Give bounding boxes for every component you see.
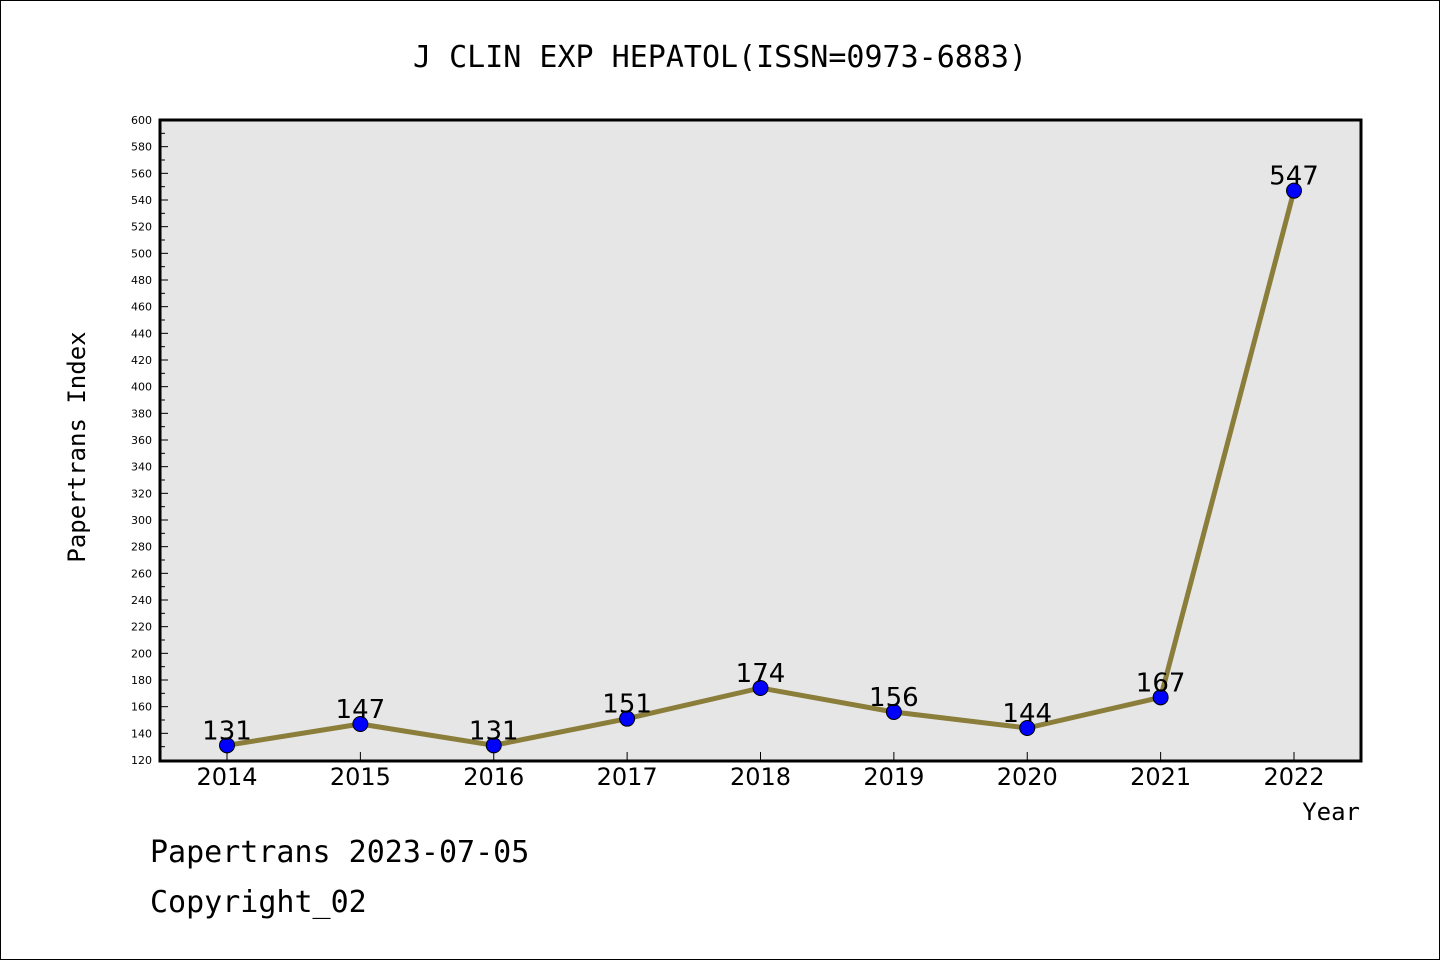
y-tick-label: 260 xyxy=(131,567,152,580)
y-tick-label: 500 xyxy=(131,247,152,260)
x-axis-label: Year xyxy=(1302,798,1360,826)
x-tick-label: 2022 xyxy=(1263,763,1324,791)
y-tick-label: 360 xyxy=(131,434,152,447)
y-tick-label: 460 xyxy=(131,301,152,314)
data-point xyxy=(1152,689,1169,706)
y-axis: 120 140 160 180 200 220 240 260 280 300 320 340 360 3… xyxy=(131,114,168,767)
y-tick-label: 520 xyxy=(131,221,152,234)
y-tick-label: 140 xyxy=(131,727,152,740)
y-tick-label: 480 xyxy=(131,274,152,287)
series-markers xyxy=(219,182,1302,754)
footer-copyright: Copyright_02 xyxy=(150,885,367,920)
data-point xyxy=(485,737,502,754)
y-tick-label: 560 xyxy=(131,167,152,180)
data-label: 174 xyxy=(736,659,786,689)
x-tick-label: 2019 xyxy=(863,763,924,791)
y-tick-label: 180 xyxy=(131,674,152,687)
y-tick-label: 320 xyxy=(131,487,152,500)
data-point xyxy=(619,710,636,727)
x-tick-label: 2017 xyxy=(597,763,658,791)
x-axis: 2014 2015 2016 2017 2018 2019 2020 2021 2022 xyxy=(196,752,1325,791)
x-tick-label: 2020 xyxy=(997,763,1058,791)
y-tick-label: 220 xyxy=(131,621,152,634)
data-point xyxy=(1019,720,1036,736)
data-label: 156 xyxy=(869,683,919,713)
footer-date: Papertrans 2023-07-05 xyxy=(150,835,530,870)
x-tick-label: 2018 xyxy=(730,763,791,791)
y-tick-label: 580 xyxy=(131,141,152,154)
x-tick-label: 2015 xyxy=(330,763,391,791)
y-tick-label: 160 xyxy=(131,701,152,714)
data-label: 131 xyxy=(202,716,252,746)
chart-title: J CLIN EXP HEPATOL(ISSN=0973-6883) xyxy=(413,40,1027,75)
y-tick-label: 280 xyxy=(131,541,152,554)
y-tick-label: 600 xyxy=(131,114,152,127)
data-point xyxy=(1286,182,1302,199)
x-tick-label: 2021 xyxy=(1130,763,1191,791)
x-tick-label: 2014 xyxy=(196,763,257,791)
y-axis-label: Papertrans Index xyxy=(63,331,91,562)
data-label: 131 xyxy=(469,716,519,746)
y-tick-label: 400 xyxy=(131,381,152,394)
data-point xyxy=(352,716,369,732)
data-label: 547 xyxy=(1269,162,1319,192)
y-tick-label: 380 xyxy=(131,407,152,420)
y-tick-label: 120 xyxy=(131,754,152,767)
data-label: 151 xyxy=(602,690,652,720)
data-label: 167 xyxy=(1136,668,1186,698)
plot-area xyxy=(158,118,1363,763)
data-point xyxy=(885,704,902,720)
data-label: 147 xyxy=(336,695,386,725)
data-labels: 131 147 131 151 174 156 144 167 547 xyxy=(202,162,1319,747)
y-tick-label: 240 xyxy=(131,594,152,607)
y-tick-label: 420 xyxy=(131,354,152,367)
x-tick-label: 2016 xyxy=(463,763,524,791)
data-point xyxy=(752,680,769,696)
data-label: 144 xyxy=(1002,699,1052,729)
y-tick-label: 340 xyxy=(131,461,152,474)
y-tick-label: 200 xyxy=(131,647,152,660)
y-tick-label: 440 xyxy=(131,327,152,340)
data-point xyxy=(219,737,235,754)
y-tick-label: 540 xyxy=(131,194,152,207)
y-tick-label: 300 xyxy=(131,514,152,527)
